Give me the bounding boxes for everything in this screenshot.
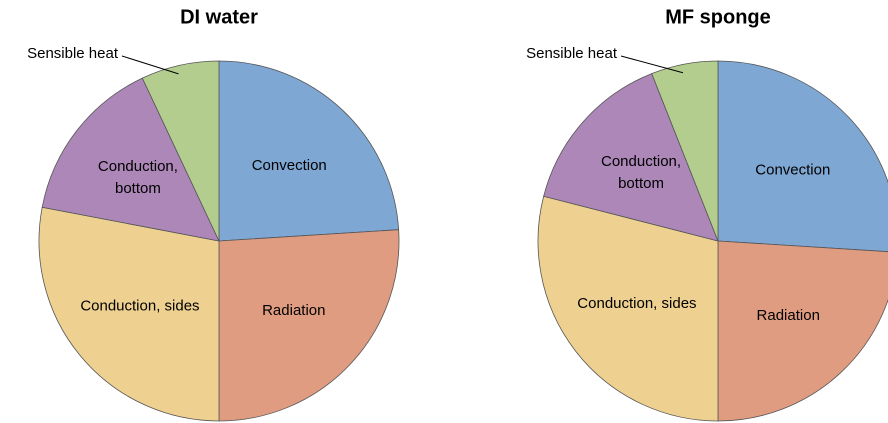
chart-title: MF sponge [665, 6, 771, 28]
slice-label: Conduction, bottom [98, 158, 178, 197]
leader-line [620, 55, 684, 74]
pie-slice [717, 60, 888, 253]
pie-slice [717, 240, 888, 422]
pie-slice [537, 195, 719, 422]
pie-slice [651, 60, 719, 242]
pie-slice [41, 77, 220, 242]
slice-label: Conduction, bottom [601, 153, 681, 192]
slice-label: Sensible heat [27, 45, 119, 62]
slice-label: Conduction, sides [80, 297, 199, 314]
pie-slice [218, 229, 400, 422]
slice-label: Convection [252, 157, 327, 174]
leader-line [121, 55, 179, 75]
chart-title: DI water [180, 6, 258, 28]
slice-label: Radiation [262, 302, 325, 319]
pie-slice [141, 60, 220, 242]
pie-slice [38, 206, 220, 422]
slice-label: Conduction, sides [577, 295, 696, 312]
slice-label: Convection [755, 162, 830, 179]
pie-slice [543, 73, 719, 242]
slice-label: Radiation [757, 307, 820, 324]
slice-label: Sensible heat [526, 45, 618, 62]
pie-slice [218, 60, 400, 242]
